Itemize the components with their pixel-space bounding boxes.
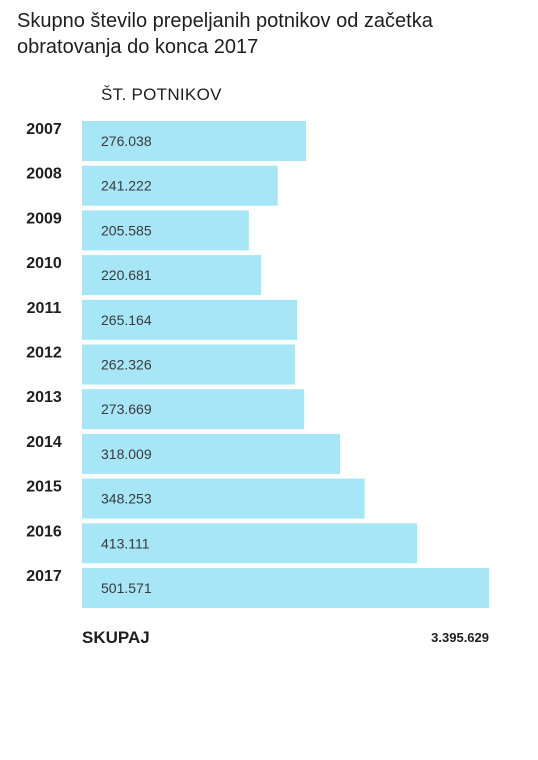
year-label-2010: 2010 [26, 255, 62, 272]
bar-2015 [82, 478, 365, 519]
total-value: 3.395.629 [431, 630, 489, 645]
bar-2011 [82, 299, 298, 340]
bars-group: 2007 276.038 2008 241.222 2009 205.585 2010 220… [26, 121, 489, 608]
chart-title-line-1: Skupno število prepeljanih potnikov od z… [17, 10, 433, 32]
bar-2010 [82, 255, 262, 296]
value-label-2007: 276.038 [101, 133, 152, 149]
bar-2017 [82, 568, 489, 608]
value-label-2016: 413.111 [101, 535, 150, 551]
bar-2016 [82, 523, 418, 564]
year-label-2014: 2014 [26, 434, 62, 451]
total-label: SKUPAJ [82, 628, 150, 647]
value-label-2012: 262.326 [101, 357, 152, 373]
bar-2009 [82, 210, 249, 251]
value-label-2013: 273.669 [101, 401, 152, 417]
bar-2013 [82, 389, 305, 430]
value-label-2009: 205.585 [101, 222, 152, 238]
bar-2014 [82, 433, 340, 474]
value-label-2015: 348.253 [101, 491, 152, 507]
value-label-2011: 265.164 [101, 312, 152, 328]
value-label-2014: 318.009 [101, 446, 152, 462]
bar-2007 [82, 121, 306, 161]
bar-2012 [82, 344, 295, 385]
value-label-2017: 501.571 [101, 580, 152, 596]
chart-title-line-2: obratovanja do konca 2017 [17, 36, 259, 58]
year-label-2012: 2012 [26, 345, 62, 362]
year-label-2011: 2011 [27, 300, 62, 317]
value-label-2008: 241.222 [101, 178, 152, 194]
bar-2008 [82, 165, 278, 206]
bar-chart: 2007 276.038 2008 241.222 2009 205.585 2010 220… [26, 121, 489, 608]
year-label-2008: 2008 [26, 166, 62, 183]
chart-title: Skupno število prepeljanih potnikov od z… [17, 8, 517, 60]
column-header: ŠT. POTNIKOV [101, 85, 222, 104]
year-label-2009: 2009 [26, 210, 62, 227]
year-label-2015: 2015 [26, 479, 62, 496]
year-label-2016: 2016 [26, 523, 62, 540]
year-label-2017: 2017 [26, 568, 62, 585]
year-label-2013: 2013 [26, 389, 62, 406]
year-label-2007: 2007 [26, 121, 62, 138]
value-label-2010: 220.681 [101, 267, 152, 283]
